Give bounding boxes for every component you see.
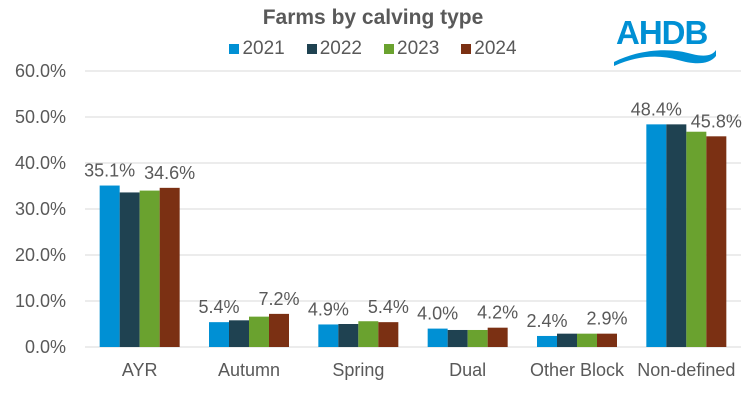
- bar-2024: [269, 313, 289, 347]
- legend-label: 2022: [319, 38, 362, 59]
- data-label: 7.2%: [258, 289, 299, 309]
- x-tick-label: Autumn: [218, 360, 280, 380]
- x-axis-ticks: AYR Autumn Spring Dual Other Block Non-define…: [122, 360, 736, 380]
- data-label: 35.1%: [84, 161, 135, 181]
- x-tick-label: Other Block: [530, 360, 625, 380]
- legend-label: 2024: [474, 38, 517, 59]
- legend-label: 2021: [242, 38, 285, 59]
- data-label: 2.9%: [586, 309, 627, 329]
- logo-wave-icon: [614, 50, 716, 66]
- bar-2023: [577, 333, 597, 347]
- gridlines: [85, 70, 741, 348]
- y-tick-label: 20.0%: [15, 245, 66, 265]
- data-label: 4.0%: [417, 304, 458, 324]
- data-label: 45.8%: [691, 111, 742, 131]
- x-tick-label: Non-defined: [637, 360, 735, 380]
- bar-2024: [378, 322, 399, 347]
- y-tick-label: 60.0%: [15, 61, 66, 81]
- bar-2021: [99, 185, 120, 347]
- y-tick-label: 10.0%: [15, 291, 66, 311]
- bar-2023: [249, 316, 269, 347]
- ahdb-logo: AHDB: [612, 14, 722, 66]
- bar-2021: [427, 328, 448, 347]
- x-tick-label: Spring: [332, 360, 384, 380]
- data-label: 2.4%: [526, 311, 567, 331]
- data-label: 48.4%: [631, 99, 682, 119]
- legend-item-2022: 2022: [306, 38, 362, 60]
- y-tick-label: 30.0%: [15, 199, 66, 219]
- bar-2022: [229, 320, 249, 347]
- bar-2022: [557, 333, 577, 347]
- legend-item-2024: 2024: [461, 38, 517, 60]
- chart-legend: 2021 2022 2023 2024: [0, 38, 746, 60]
- legend-swatch: [461, 44, 472, 54]
- logo-text: AHDB: [616, 14, 708, 51]
- data-label: 5.4%: [198, 297, 239, 317]
- y-axis-ticks: 0.0% 10.0% 20.0% 30.0% 40.0% 50.0% 60.0%: [15, 61, 66, 357]
- legend-swatch: [306, 44, 317, 54]
- legend-item-2021: 2021: [229, 38, 285, 60]
- data-labels: 35.1% 34.6% 5.4% 7.2% 4.9% 5.4% 4.0% 4.2% 2.4% 2.…: [84, 99, 742, 331]
- legend-item-2023: 2023: [384, 38, 439, 60]
- bar-2024: [597, 333, 617, 347]
- y-tick-label: 50.0%: [15, 107, 66, 127]
- legend-swatch: [229, 44, 240, 54]
- bar-2021: [209, 322, 229, 347]
- bar-2022: [447, 329, 468, 347]
- y-tick-label: 40.0%: [15, 153, 66, 173]
- data-label: 4.9%: [308, 299, 349, 319]
- data-label: 34.6%: [144, 163, 195, 183]
- x-tick-label: AYR: [122, 360, 158, 380]
- bar-2022: [338, 324, 359, 347]
- bar-2023: [139, 190, 160, 347]
- bar-2023: [358, 321, 379, 347]
- bar-2024: [706, 136, 727, 347]
- bar-2023: [686, 131, 707, 347]
- bar-2021: [646, 124, 667, 347]
- bar-2022: [119, 192, 140, 347]
- bar-2021: [537, 335, 557, 347]
- bar-2021: [318, 324, 339, 347]
- bars: [99, 124, 727, 347]
- bar-2023: [467, 329, 488, 347]
- x-tick-label: Dual: [449, 360, 486, 380]
- y-tick-label: 0.0%: [25, 337, 66, 357]
- data-label: 5.4%: [368, 297, 409, 317]
- data-label: 4.2%: [477, 303, 518, 323]
- bar-2024: [487, 327, 508, 347]
- bar-2024: [159, 187, 180, 347]
- bar-2022: [666, 124, 687, 347]
- legend-swatch: [384, 44, 394, 54]
- chart-title: Farms by calving type: [262, 6, 484, 29]
- legend-label: 2023: [397, 38, 440, 59]
